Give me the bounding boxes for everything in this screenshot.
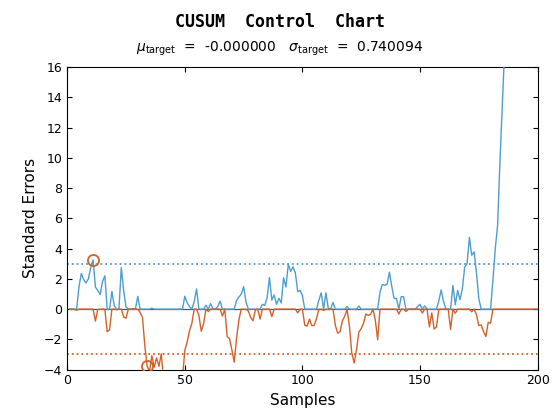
Text: $\mu_{\rm target}$  =  -0.000000   $\sigma_{\rm target}$  =  0.740094: $\mu_{\rm target}$ = -0.000000 $\sigma_{… (137, 40, 423, 58)
Text: CUSUM  Control  Chart: CUSUM Control Chart (175, 13, 385, 31)
X-axis label: Samples: Samples (270, 393, 335, 408)
Y-axis label: Standard Errors: Standard Errors (24, 158, 39, 278)
